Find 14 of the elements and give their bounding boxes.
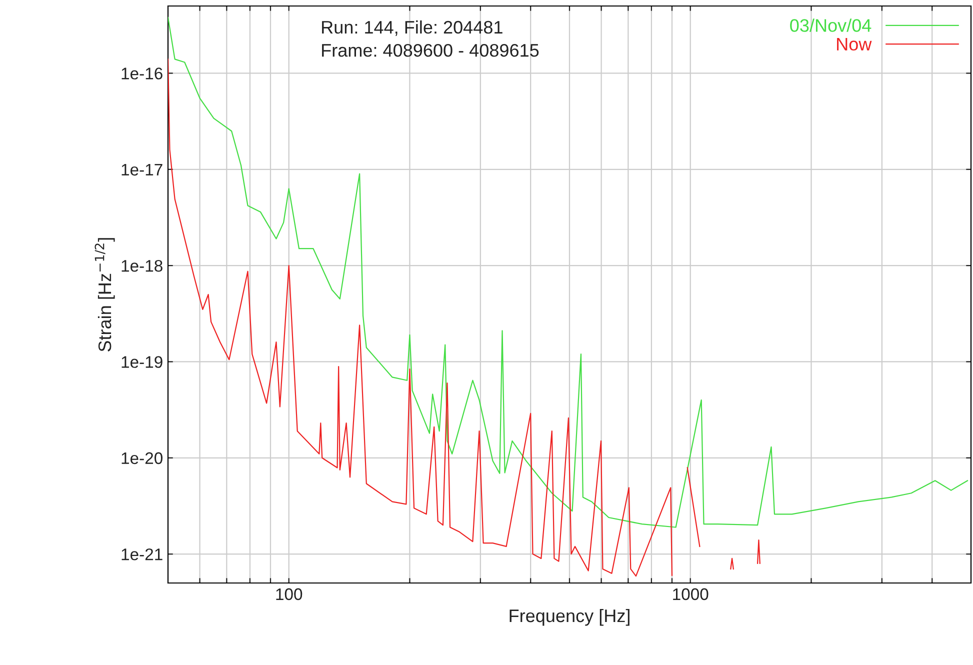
x-axis-title: Frequency [Hz] <box>510 608 630 626</box>
legend-label: Now <box>837 38 872 51</box>
y-tick-label: 1e-16 <box>122 68 162 80</box>
y-tick-label: 1e-18 <box>122 260 162 272</box>
annotation: Frame: 4089600 - 4089615 <box>322 44 539 57</box>
annotation: Run: 144, File: 204481 <box>322 20 502 36</box>
x-tick-label: 1000 <box>673 588 708 600</box>
y-axis-title: Strain [Hz$^{−1/2}$] <box>94 238 115 352</box>
legend-label: 03/Nov/04 <box>790 18 872 32</box>
y-tick-label: 1e-17 <box>122 164 162 176</box>
y-tick-label: 1e-21 <box>122 548 162 560</box>
y-tick-label: 1e-19 <box>122 356 162 368</box>
y-tick-label: 1e-20 <box>122 452 162 464</box>
x-tick-label: 100 <box>276 588 302 600</box>
